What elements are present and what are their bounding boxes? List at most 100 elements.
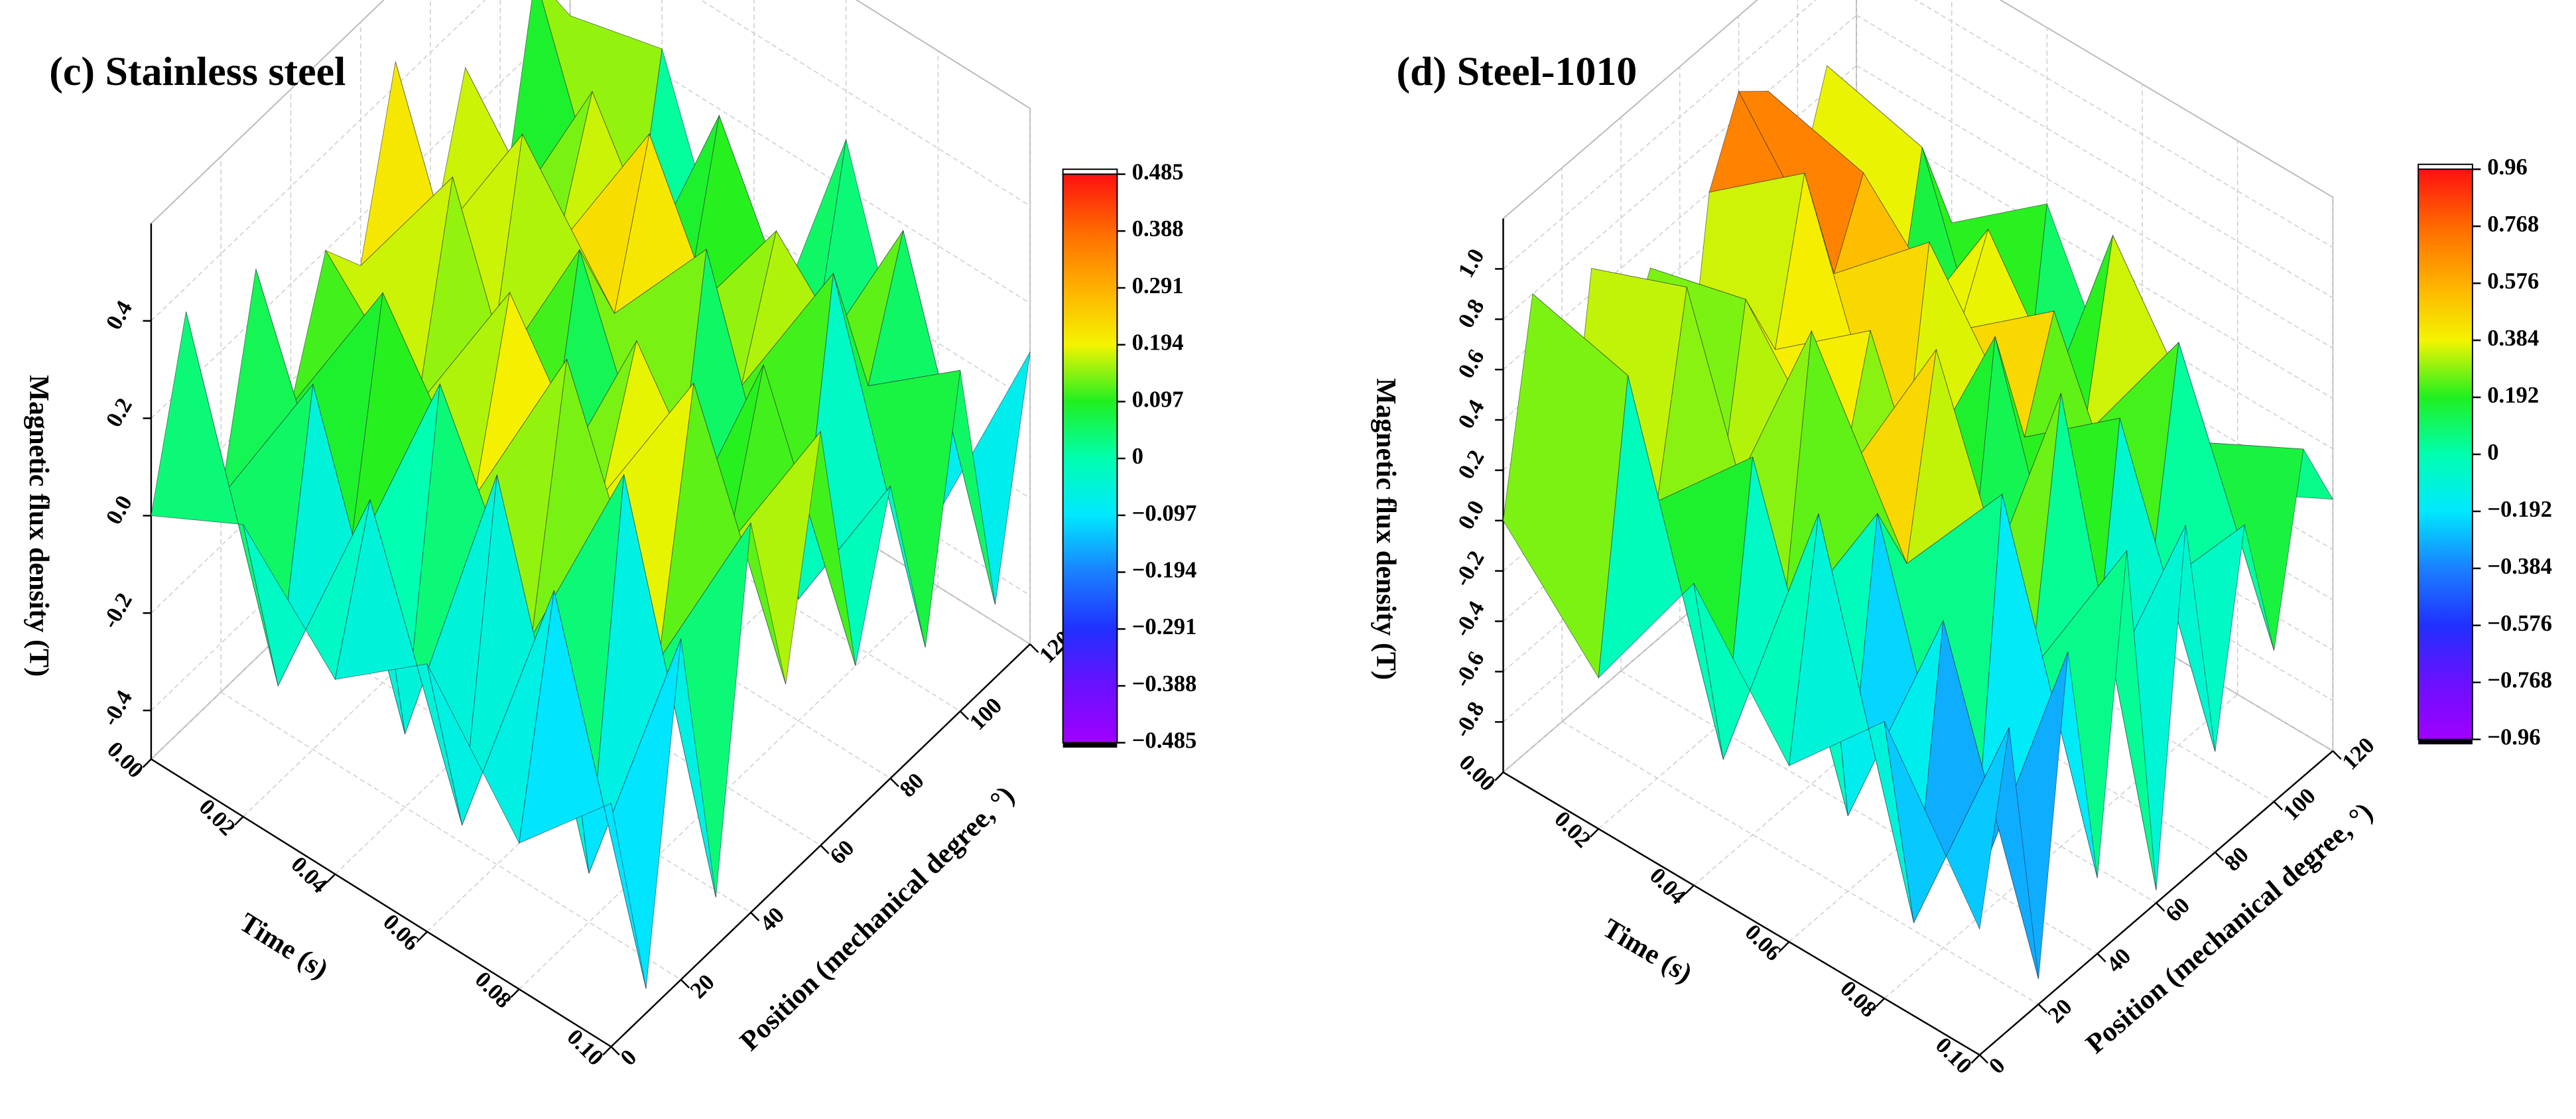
colorbar-tick-label: 0.194 [1132, 330, 1184, 356]
z-grid-line [1856, 65, 2333, 349]
colorbar-tick-label: 0 [2487, 440, 2498, 465]
z-tick-label: 0.0 [101, 492, 137, 529]
y-grid-line [1620, 670, 2098, 954]
y-tick [680, 978, 690, 989]
x-axis-label: Time (s) [1597, 913, 1697, 990]
axis-line [151, 758, 612, 1048]
y-tick-label: 40 [755, 902, 789, 936]
y-tick [2156, 902, 2165, 912]
panel: -0.8 -0.6 -0.4 -0.2 0.0 0.2 0.4 0.6 0.8 1.0 0.00 0.… [1370, 0, 2552, 1079]
colorbar-tick-label: −0.291 [1132, 614, 1197, 639]
y-tick-label: 20 [2043, 994, 2077, 1028]
x-tick [418, 931, 428, 941]
x-tick [1780, 941, 1790, 951]
z-tick-label: 0.0 [1453, 496, 1490, 534]
z-tick-label: -0.8 [1449, 698, 1489, 742]
y-tick [959, 710, 970, 720]
colorbar-tick-label: 0.576 [2487, 269, 2539, 294]
colorbar-tick-label: 0 [1132, 444, 1143, 469]
colorbar-tick-label: −0.384 [2487, 554, 2552, 579]
y-tick-label: 120 [2337, 733, 2380, 775]
y-tick-label: 20 [685, 970, 719, 1004]
colorbar-top-cap [1062, 168, 1118, 175]
x-tick [142, 758, 152, 768]
z-tick-label: -0.4 [97, 686, 137, 730]
x-tick [602, 1046, 612, 1056]
z-tick-label: 0.8 [1453, 295, 1490, 332]
y-grid-line [220, 691, 682, 980]
y-tick-label: 60 [825, 835, 859, 869]
y-tick [889, 777, 899, 787]
y-tick [2332, 750, 2342, 760]
colorbar-top-cap [2417, 163, 2473, 170]
x-tick [326, 874, 336, 884]
y-tick [2215, 851, 2224, 862]
x-tick [510, 988, 520, 998]
colorbar-tick-label: 0.291 [1132, 273, 1184, 298]
y-tick [2037, 1004, 2047, 1014]
z-axis-label: Magnetic flux density (T) [23, 375, 54, 677]
y-tick [2273, 801, 2283, 811]
y-tick-label: 60 [2161, 893, 2195, 927]
z-tick-label: -0.6 [1449, 647, 1489, 692]
surface-patch [1884, 721, 2010, 931]
x-grid-line [519, 586, 938, 990]
colorbar-bottom-cap [1063, 742, 1118, 748]
z-tick-label: 0.4 [1453, 395, 1490, 433]
colorbar-tick-label: 0.96 [2487, 155, 2528, 180]
y-tick-label: 100 [965, 693, 1007, 736]
x-grid-line [1884, 694, 2238, 999]
z-grid-line [700, 0, 1031, 206]
colorbar-tick-label: 0.768 [2487, 212, 2539, 237]
y-grid-line [1561, 721, 2039, 1005]
y-tick-label: 80 [895, 768, 929, 802]
colorbar-tick-label: −0.192 [2487, 497, 2552, 522]
y-tick-label: 40 [2102, 943, 2136, 977]
y-tick-label: 100 [2278, 783, 2321, 826]
z-grid-line [1856, 115, 2333, 399]
y-tick [1978, 1054, 1989, 1064]
y-tick [750, 911, 760, 921]
z-tick-label: 0.2 [101, 394, 137, 432]
axis-line [1502, 771, 1980, 1056]
z-tick-label: -0.4 [1449, 597, 1489, 641]
x-tick [1875, 998, 1886, 1008]
x-tick-label: 0.00 [1454, 750, 1501, 797]
colorbar-tick-label: 0.097 [1132, 387, 1184, 412]
x-tick-label: 0.00 [102, 737, 149, 783]
colorbar-tick-label: 0.388 [1132, 216, 1184, 241]
y-tick [610, 1046, 620, 1056]
y-axis-label: Position (mechanical degree, °) [2080, 797, 2379, 1060]
z-tick-label: 0.6 [1453, 345, 1490, 383]
colorbar-tick-label: −0.576 [2487, 611, 2552, 636]
panel-title: (d) Steel-1010 [1396, 49, 1637, 94]
z-grid-line [1856, 15, 2333, 298]
x-tick [1589, 828, 1600, 838]
panel: -0.4-0.20.00.20.40.000.020.040.060.080.1… [23, 0, 1197, 1071]
y-tick-label: 0 [1984, 1053, 2010, 1079]
z-tick-label: 1.0 [1453, 245, 1490, 283]
z-grid-line [1914, 0, 2333, 248]
z-axis-label: Magnetic flux density (T) [1370, 378, 1401, 680]
x-tick [1685, 884, 1695, 894]
colorbar-tick-label: 0.485 [1132, 160, 1184, 185]
colorbar-tick-label: −0.768 [2487, 668, 2552, 693]
x-tick [1494, 771, 1504, 781]
y-tick [1029, 643, 1039, 653]
z-tick-label: -0.2 [97, 588, 137, 633]
colorbar-bottom-cap [2418, 739, 2473, 745]
colorbar [1062, 173, 1118, 744]
y-tick [820, 844, 830, 854]
colorbar [2417, 168, 2473, 740]
z-tick-label: 0.4 [101, 296, 137, 334]
x-tick [234, 816, 244, 826]
colorbar-tick-label: −0.194 [1132, 558, 1197, 583]
x-tick [1970, 1054, 1980, 1064]
axis-line [1979, 750, 2334, 1056]
panel-title: (c) Stainless steel [49, 49, 346, 94]
colorbar-tick-label: −0.388 [1132, 671, 1197, 696]
surface-patch [519, 590, 647, 989]
colorbar-tick-label: 0.192 [2487, 383, 2539, 408]
